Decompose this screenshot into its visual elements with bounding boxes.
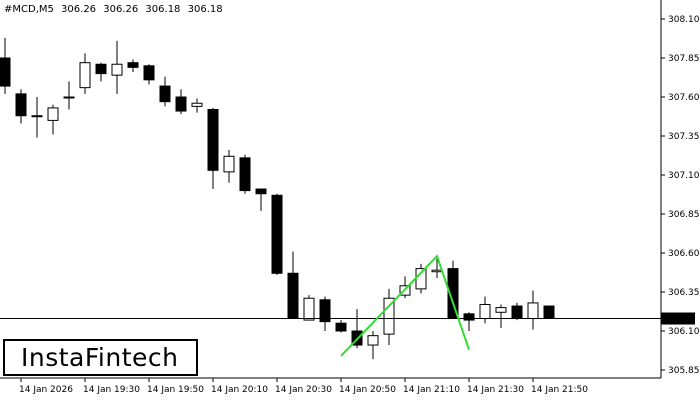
- bearish-candle: [255, 188, 267, 211]
- candle-body: [63, 96, 75, 99]
- bullish-candle: [527, 290, 539, 330]
- candle-body: [15, 93, 27, 117]
- candle-body: [159, 85, 171, 103]
- high-value: 306.26: [103, 4, 139, 15]
- candle-body: [367, 335, 379, 346]
- x-tick-label: 14 Jan 20:50: [339, 385, 396, 395]
- bullish-candle: [31, 97, 43, 138]
- x-tick-label: 14 Jan 19:50: [147, 385, 204, 395]
- bearish-candle: [287, 251, 299, 320]
- bearish-candle: [159, 76, 171, 107]
- x-tick-label: 14 Jan 2026: [19, 385, 73, 395]
- candle-body: [511, 305, 523, 320]
- bearish-candle: [95, 62, 107, 82]
- candle-body: [319, 299, 331, 323]
- bullish-candle: [383, 288, 395, 346]
- bullish-candle: [367, 331, 379, 360]
- low-value: 306.18: [145, 4, 181, 15]
- bearish-candle: [175, 89, 187, 115]
- y-tick-label: 307.60: [668, 93, 700, 103]
- candle-body: [31, 115, 43, 118]
- y-tick-label: 307.85: [668, 54, 700, 64]
- candle-body: [495, 307, 507, 313]
- candle-body: [335, 322, 347, 332]
- close-value: 306.18: [187, 4, 223, 15]
- bearish-candle: [207, 107, 219, 190]
- y-tick-label: 305.85: [668, 366, 700, 376]
- bearish-candle: [463, 312, 475, 331]
- candle-body: [463, 313, 475, 321]
- candle-body: [47, 107, 59, 121]
- y-tick-label: 308.10: [668, 15, 700, 25]
- bullish-candle: [399, 276, 411, 299]
- candle-body: [191, 102, 203, 107]
- y-tick-label: 307.35: [668, 132, 700, 142]
- open-value: 306.26: [61, 4, 97, 15]
- candle-body: [207, 108, 219, 171]
- bearish-candle: [143, 64, 155, 85]
- bearish-candle: [127, 59, 139, 73]
- y-tick-label: 306.35: [668, 288, 700, 298]
- candle-body: [431, 269, 443, 273]
- logo-text: InstaFintech: [21, 343, 179, 372]
- candle-body: [527, 302, 539, 320]
- bearish-candle: [239, 154, 251, 194]
- candle-body: [111, 63, 123, 76]
- candles: [0, 37, 555, 360]
- candle-body: [255, 188, 267, 195]
- bullish-candle: [303, 295, 315, 321]
- candle-body: [383, 297, 395, 335]
- bullish-candle: [79, 53, 91, 94]
- x-tick-label: 14 Jan 21:50: [531, 385, 588, 395]
- candle-body: [303, 297, 315, 321]
- bullish-candle: [479, 296, 491, 324]
- candle-body: [479, 303, 491, 320]
- x-tick-label: 14 Jan 19:30: [83, 385, 140, 395]
- candle-body: [143, 65, 155, 81]
- x-tick-label: 14 Jan 20:30: [275, 385, 332, 395]
- bullish-candle: [111, 40, 123, 94]
- candle-body: [223, 155, 235, 173]
- symbol-label: #MCD,M5: [4, 4, 54, 15]
- candle-body: [127, 62, 139, 68]
- y-tick-label: 307.10: [668, 171, 700, 181]
- x-axis-ticks: 14 Jan 2026 14 Jan 19:30 14 Jan 19:50 14 Ja…: [19, 378, 588, 395]
- x-tick-label: 14 Jan 20:10: [211, 385, 268, 395]
- candle-body: [287, 272, 299, 320]
- y-axis-ticks: 308.10 307.85 307.60 307.35 307.10 306.85 306.…: [661, 15, 700, 376]
- x-tick-label: 14 Jan 21:30: [467, 385, 524, 395]
- bearish-candle: [0, 37, 11, 94]
- candle-body: [175, 96, 187, 112]
- bearish-candle: [511, 302, 523, 321]
- current-price-marker: 306.18: [661, 312, 696, 325]
- y-tick-label: 306.60: [668, 249, 700, 259]
- x-tick-label: 14 Jan 21:10: [403, 385, 460, 395]
- candle-body: [239, 157, 251, 192]
- candle-body: [79, 62, 91, 89]
- y-tick-label: 306.10: [668, 327, 700, 337]
- bearish-candle: [319, 296, 331, 331]
- bearish-candle: [15, 89, 27, 124]
- bullish-candle: [223, 150, 235, 183]
- instafintech-logo: InstaFintech: [3, 339, 198, 376]
- current-price-label: 306.18: [664, 315, 696, 325]
- bearish-candle: [335, 320, 347, 333]
- bullish-candle: [47, 104, 59, 135]
- candle-body: [0, 57, 11, 87]
- candle-body: [543, 305, 555, 320]
- double-top-pattern-line: [340, 254, 470, 357]
- candle-body: [271, 194, 283, 274]
- bullish-candle: [191, 98, 203, 113]
- bearish-candle: [271, 193, 283, 275]
- y-tick-label: 306.85: [668, 210, 700, 220]
- bearish-candle: [543, 305, 555, 320]
- bullish-candle: [495, 304, 507, 328]
- bullish-candle: [63, 81, 75, 110]
- candle-body: [95, 63, 107, 75]
- chart-header: #MCD,M5 306.26 306.26 306.18 306.18: [4, 4, 227, 15]
